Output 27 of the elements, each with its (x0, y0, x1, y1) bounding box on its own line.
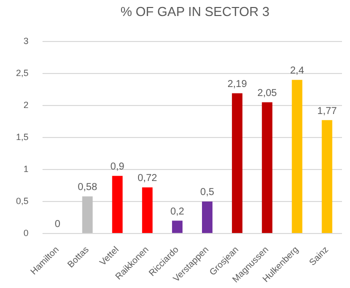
y-tick-label: 0 (23, 228, 29, 238)
bar (142, 187, 153, 233)
data-label: 0,9 (110, 162, 125, 173)
y-tick-label: 2,5 (16, 68, 29, 78)
bar (232, 93, 242, 233)
chart-title: % OF GAP IN SECTOR 3 (119, 4, 271, 19)
data-label: 0,72 (138, 173, 158, 184)
y-tick-label: 0,5 (16, 196, 29, 206)
data-label: 0,2 (170, 206, 185, 218)
bar (82, 196, 93, 233)
y-tick-label: 1 (23, 164, 29, 174)
bar (262, 102, 272, 233)
data-label: 2,05 (257, 88, 278, 99)
data-label: 2,4 (290, 66, 304, 77)
data-label: 0,5 (200, 187, 215, 198)
bar (202, 201, 212, 233)
data-label: 0,58 (78, 182, 98, 194)
y-tick-label: 3 (23, 36, 29, 46)
bar (112, 176, 123, 233)
data-label: 1,77 (317, 106, 338, 117)
data-label: 0 (54, 219, 61, 230)
bar (322, 120, 332, 233)
y-tick-label: 2 (23, 100, 29, 110)
bar (172, 220, 183, 233)
y-tick-label: 1,5 (16, 132, 29, 142)
data-label: 2,19 (227, 79, 248, 90)
bar (292, 80, 302, 233)
